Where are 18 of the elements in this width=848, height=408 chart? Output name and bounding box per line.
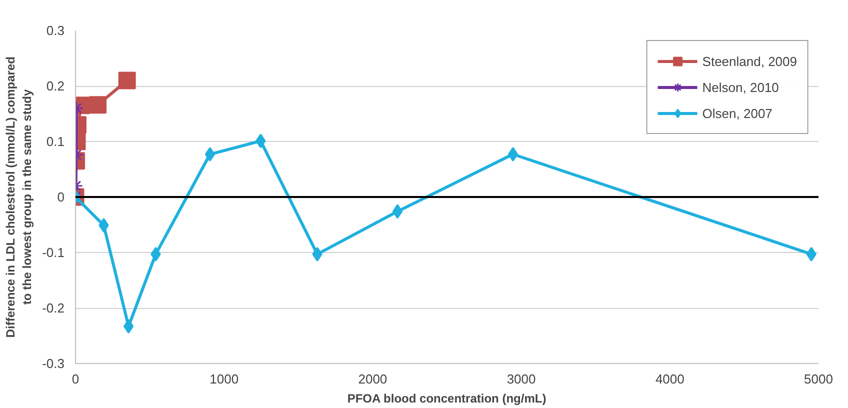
legend-label: Nelson, 2010 xyxy=(702,80,779,94)
y-tick-label: -0.2 xyxy=(42,300,65,316)
y-tick-label: 0 xyxy=(57,190,65,204)
x-tick-label: 1000 xyxy=(210,372,239,386)
x-tick-label: 3000 xyxy=(506,372,536,386)
y-tick-label: 0.3 xyxy=(46,23,65,38)
legend-label: Steenland, 2009 xyxy=(702,54,797,68)
y-tick-label: 0.2 xyxy=(46,78,65,94)
y-axis-title: Difference in LDL cholesterol (mmol/L) compared to the lowest group in the same study xyxy=(3,56,34,338)
x-axis-title: PFOA blood concentration (ng/mL) xyxy=(347,392,546,406)
x-tick-label: 2000 xyxy=(358,372,388,386)
y-tick-label: -0.1 xyxy=(42,245,65,260)
y-tick-label: -0.3 xyxy=(42,356,65,371)
x-tick-label: 4000 xyxy=(655,372,684,386)
legend-label: Olsen, 2007 xyxy=(702,106,772,120)
x-tick-label: 0 xyxy=(72,372,80,386)
x-tick-label: 5000 xyxy=(804,372,833,386)
y-tick-label: 0.1 xyxy=(46,134,65,149)
